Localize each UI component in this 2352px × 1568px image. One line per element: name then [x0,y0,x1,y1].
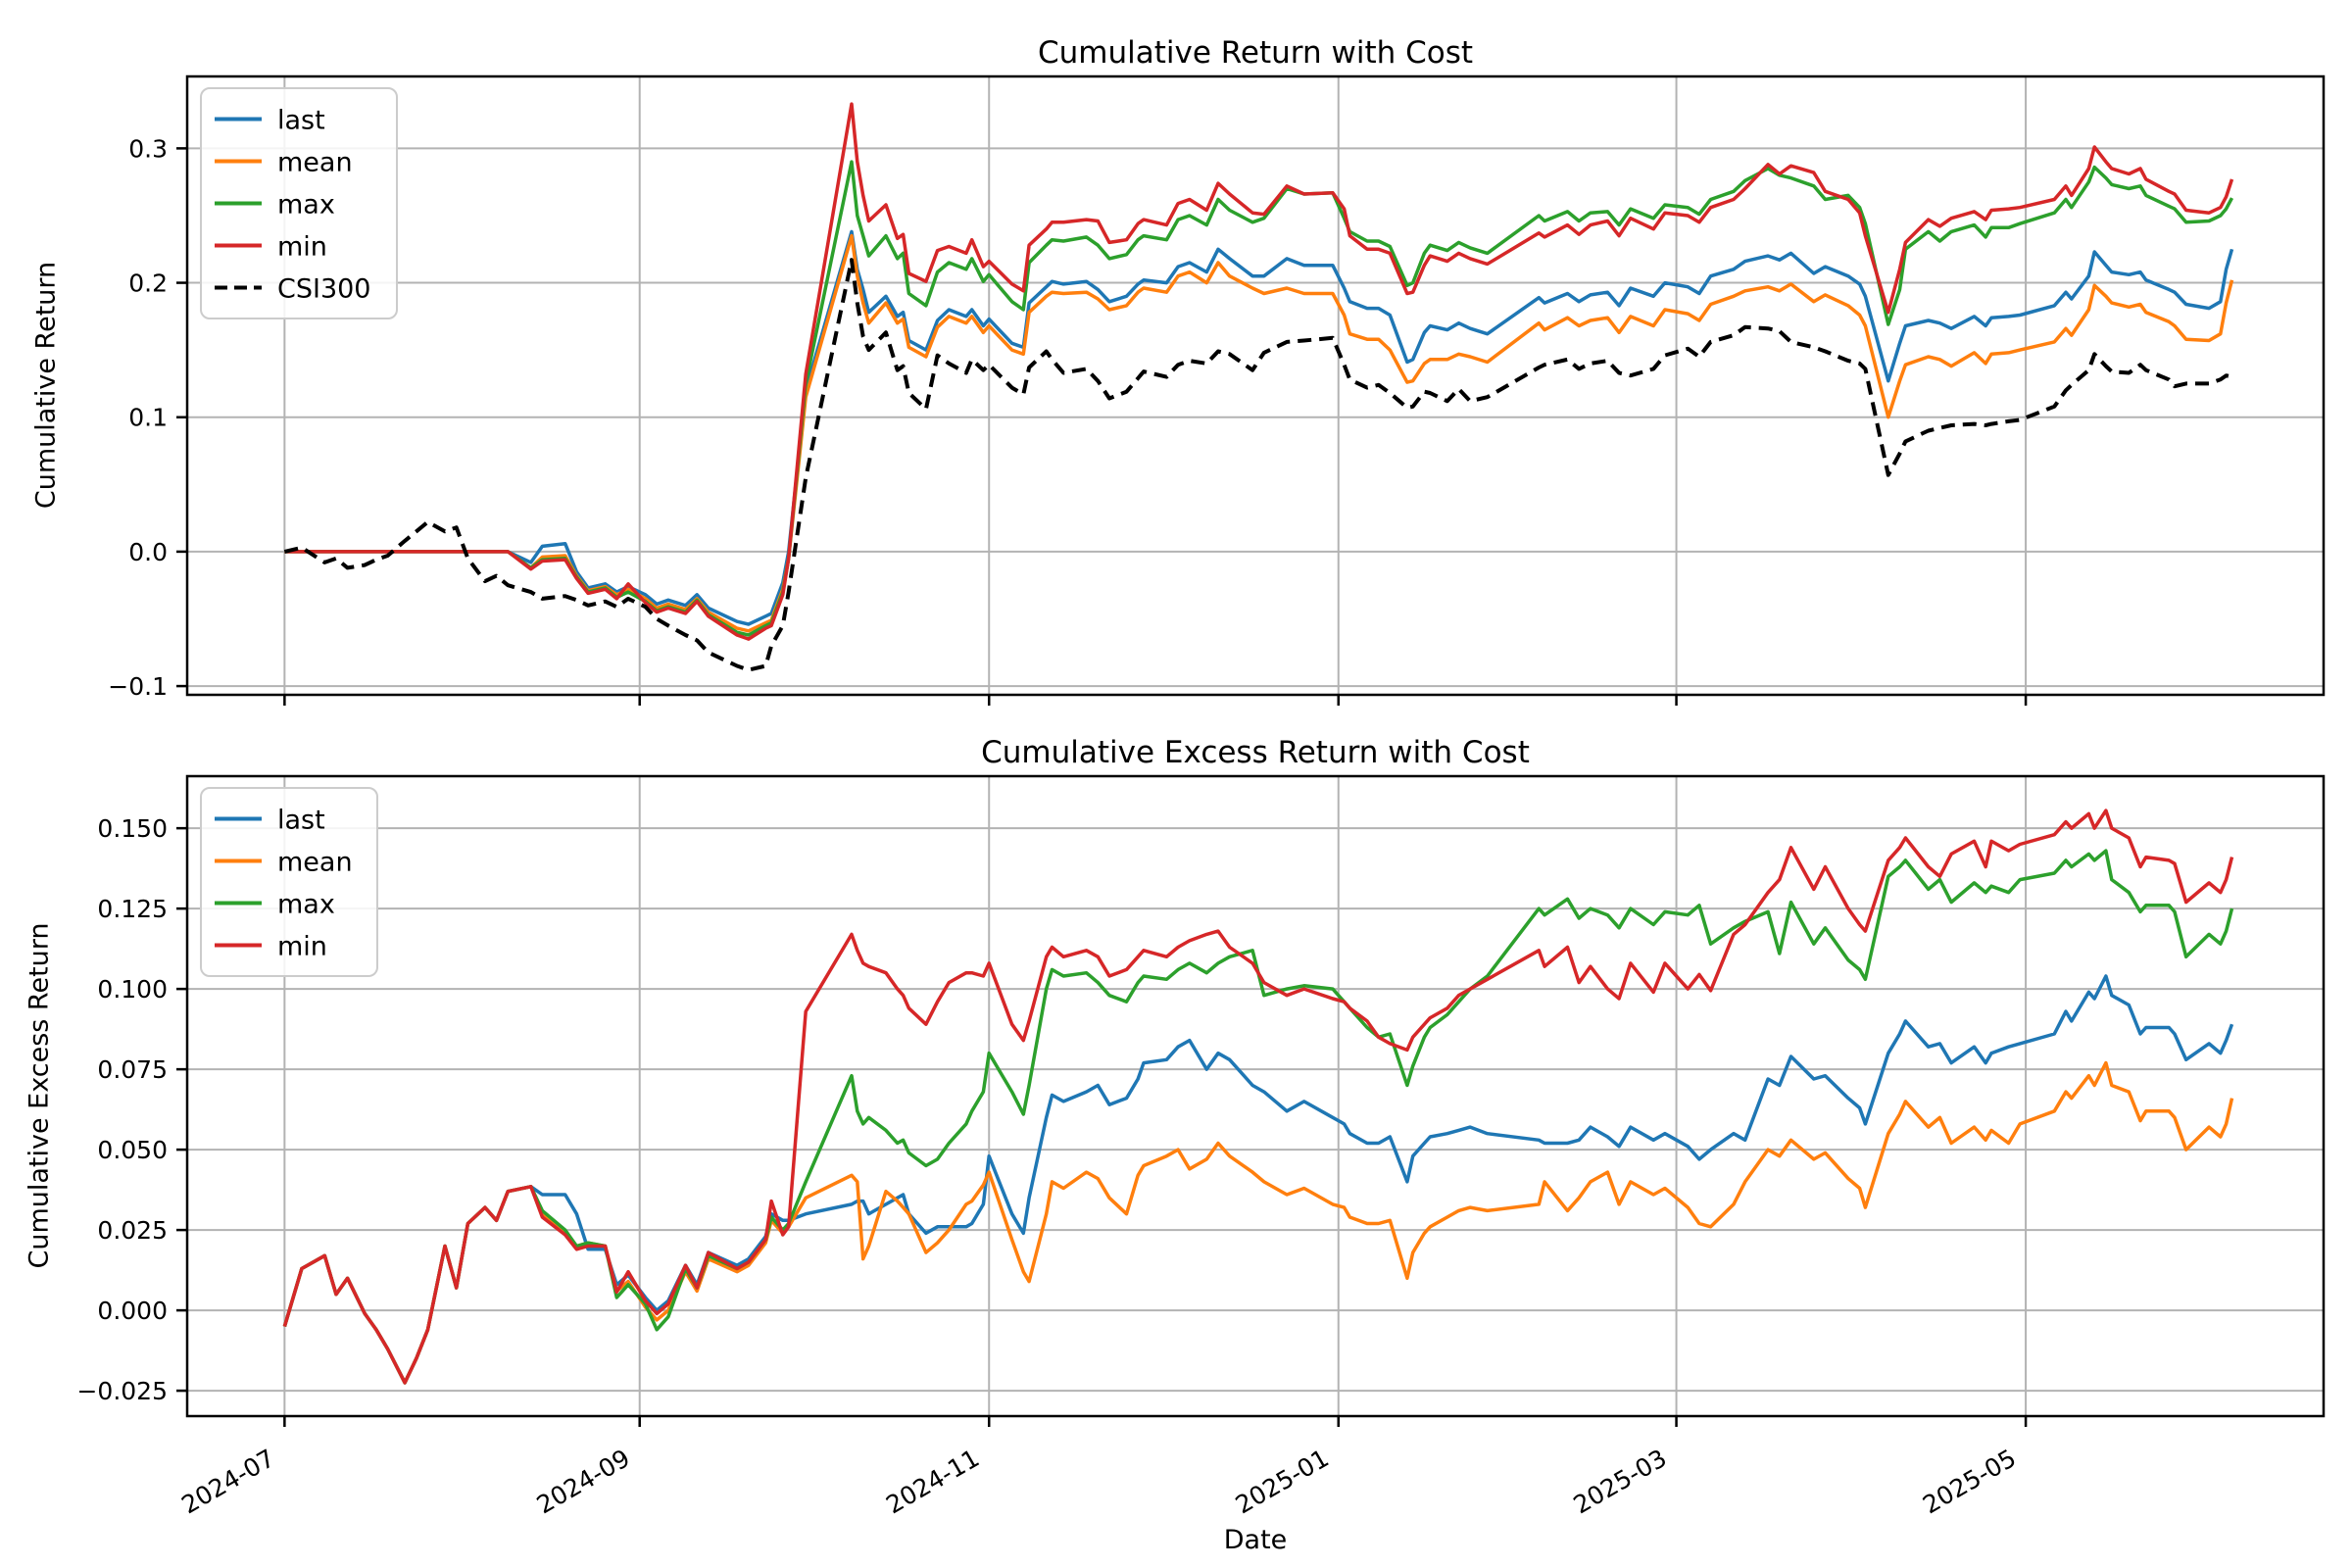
axes-spines [185,74,2326,697]
y-tick-label: 0.3 [128,134,168,163]
y-tick-label: 0.075 [97,1055,168,1084]
y-tick-label: 0.000 [97,1297,168,1325]
gridlines [187,76,2324,695]
y-tick-label: 0.125 [97,895,168,923]
y-tick-label: −0.1 [108,672,168,701]
legend-label-max: max [277,890,335,920]
legend-label-mean: mean [277,848,353,878]
x-tick-label: 2025-03 [1569,1444,1672,1519]
y-tick-label: 0.150 [97,814,168,843]
y-tick-label: −0.025 [76,1377,168,1405]
top-chart-ylabel: Cumulative Return [30,261,62,510]
y-tick-label: 0.100 [97,975,168,1004]
tick-marks [176,147,2028,706]
y-tick-label: 0.050 [97,1136,168,1164]
series-min-line [282,808,2234,1385]
plot-background [187,776,2324,1416]
x-tick-label: 2024-11 [881,1444,984,1519]
legend-label-mean: mean [277,148,353,178]
legend-box [200,787,378,977]
top-axes: 0.3 0.2 0.1 0.0 −0.1 last mean max min CSI300 [108,74,2326,706]
series-last-line [284,229,2234,626]
gridlines [187,776,2324,1416]
legend-label-min: min [277,932,327,962]
x-tick-label: 2024-09 [532,1444,635,1519]
axes-spines [185,774,2326,1418]
y-tick-label: 0.2 [128,270,168,298]
series-lines [283,102,2234,672]
bottom-axes: 0.150 0.125 0.100 0.075 0.050 0.025 0.000 −0.02… [76,774,2326,1519]
legend-label-max: max [277,190,335,220]
legend-box [200,87,398,319]
tick-labels: 0.3 0.2 0.1 0.0 −0.1 [108,134,168,701]
y-tick-label: 0.0 [128,538,168,566]
series-last-line [282,974,2234,1385]
series-min-line [284,102,2234,641]
legend-label-min: min [277,232,327,263]
top-legend: last mean max min CSI300 [200,87,398,319]
bottom-chart-title: Cumulative Excess Return with Cost [981,735,1530,770]
x-tick-label: 2025-05 [1918,1444,2021,1519]
legend-label-last: last [277,106,325,136]
plot-background [187,76,2324,695]
x-tick-label: 2024-07 [176,1444,279,1519]
y-tick-label: 0.1 [128,404,168,432]
tick-marks [176,826,2028,1427]
series-lines [282,808,2234,1385]
legend-label-csi300: CSI300 [277,274,371,305]
bottom-legend: last mean max min [200,787,378,977]
y-tick-label: 0.025 [97,1216,168,1245]
x-axis-label: Date [1223,1525,1288,1555]
top-chart-title: Cumulative Return with Cost [1037,35,1474,71]
bottom-chart-ylabel: Cumulative Excess Return [24,922,55,1269]
series-max-line [282,849,2234,1385]
legend-label-last: last [277,806,325,836]
x-tick-label: 2025-01 [1231,1444,1334,1519]
